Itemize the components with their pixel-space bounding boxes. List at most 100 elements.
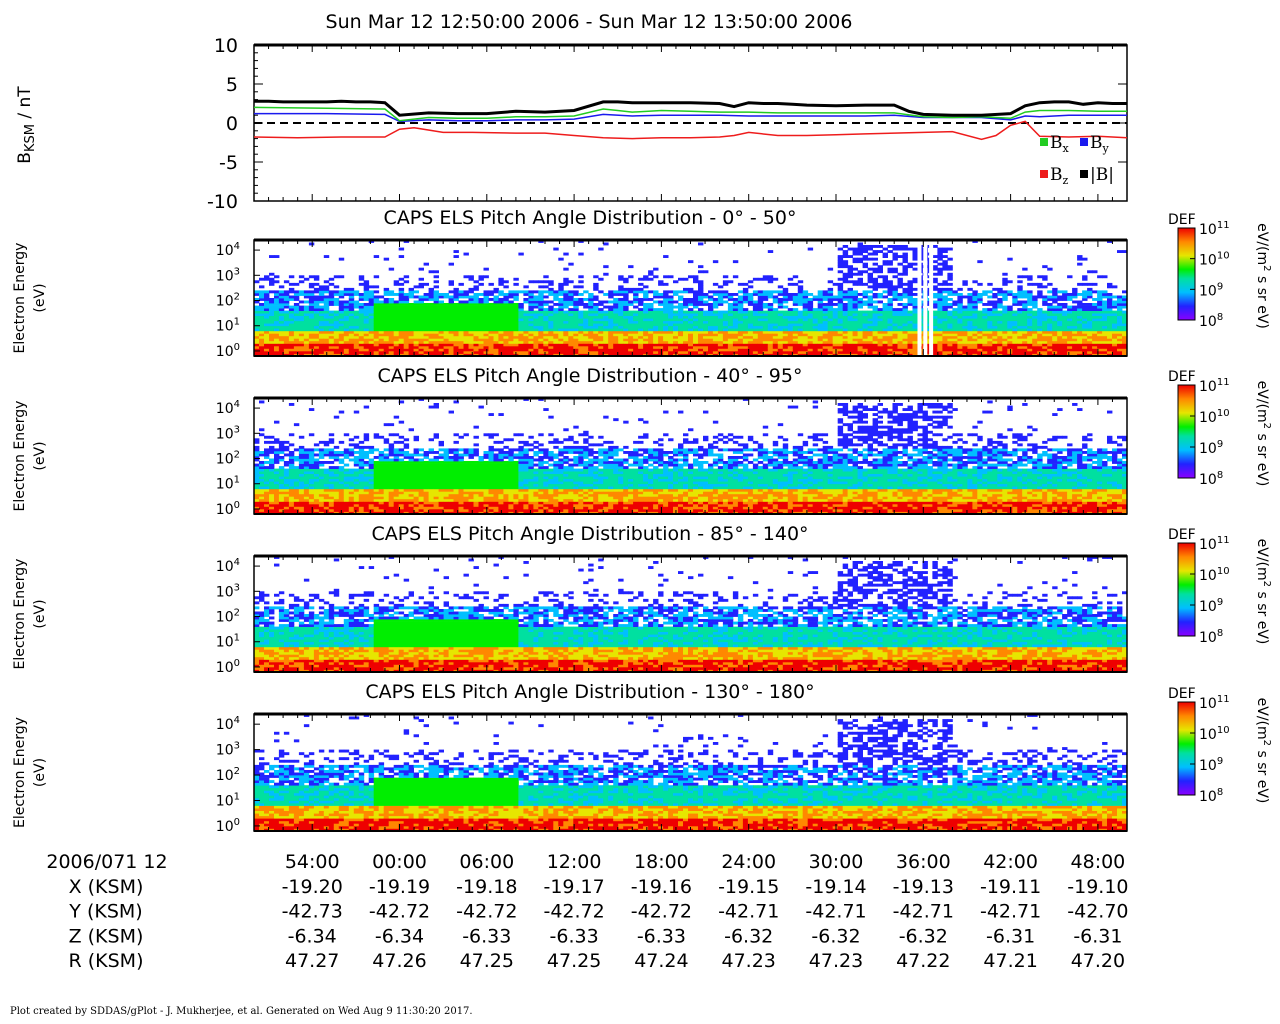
heatmap-cell xyxy=(1027,313,1033,316)
heatmap-cell xyxy=(757,343,764,347)
heatmap-cell xyxy=(593,298,599,301)
heatmap-cell xyxy=(1017,280,1023,284)
heatmap-cell xyxy=(762,277,769,281)
heatmap-cell xyxy=(1007,313,1013,316)
heatmap-cell xyxy=(892,338,898,342)
heatmap-cell xyxy=(403,318,410,322)
heatmap-cell xyxy=(698,287,704,291)
heatmap-cell xyxy=(653,267,659,271)
heatmap-cell xyxy=(752,330,759,334)
heatmap-cell xyxy=(967,335,973,339)
heatmap-cell xyxy=(892,275,898,279)
heatmap-cell xyxy=(673,293,679,296)
heatmap-cell xyxy=(742,320,749,324)
heatmap-cell xyxy=(493,290,499,294)
heatmap-cell xyxy=(513,325,519,329)
heatmap-cell xyxy=(832,353,839,357)
heatmap-cell xyxy=(1002,325,1008,329)
heatmap-cell xyxy=(727,305,734,309)
heatmap-cell xyxy=(982,345,988,349)
heatmap-cell xyxy=(298,338,305,342)
heatmap-cell xyxy=(533,315,539,319)
heatmap-cell xyxy=(593,335,599,339)
heatmap-cell xyxy=(932,293,938,296)
heatmap-cell xyxy=(812,313,819,316)
heatmap-cell xyxy=(578,328,584,332)
heatmap-cell xyxy=(588,330,594,334)
heatmap-cell xyxy=(862,293,868,296)
legend-swatch-bz xyxy=(1040,170,1048,178)
heatmap-cell xyxy=(363,330,370,334)
heatmap-cell xyxy=(1027,345,1033,349)
heatmap-cell xyxy=(254,330,260,334)
heatmap-cell xyxy=(1062,303,1068,306)
heatmap-cell xyxy=(957,351,963,354)
heatmap-cell xyxy=(323,290,330,294)
heatmap-cell xyxy=(1007,280,1013,284)
heatmap-cell xyxy=(383,338,390,342)
heatmap-cell xyxy=(318,320,325,324)
heatmap-cell xyxy=(438,353,444,357)
heatmap-cell xyxy=(703,351,709,354)
heatmap-cell xyxy=(628,313,634,316)
heatmap-cell xyxy=(1087,345,1093,349)
heatmap-cell xyxy=(438,320,444,324)
heatmap-cell xyxy=(673,323,679,327)
heatmap-cell xyxy=(1017,300,1023,304)
heatmap-cell xyxy=(259,351,265,354)
heatmap-cell xyxy=(1072,318,1078,322)
heatmap-cell xyxy=(822,318,829,322)
heatmap-cell xyxy=(1047,351,1053,354)
heatmap-cell xyxy=(563,303,569,306)
heatmap-cell xyxy=(1107,338,1113,342)
heatmap-cell xyxy=(847,287,853,291)
heatmap-cell xyxy=(468,330,474,334)
heatmap-cell xyxy=(348,353,355,357)
heatmap-cell xyxy=(628,315,634,319)
heatmap-cell xyxy=(987,290,993,294)
heatmap-cell xyxy=(538,333,544,337)
heatmap-cell xyxy=(708,325,714,329)
heatmap-cell xyxy=(483,303,489,306)
heatmap-cell xyxy=(508,320,514,324)
heatmap-cell xyxy=(1027,333,1033,337)
heatmap-cell xyxy=(1072,287,1078,291)
heatmap-cell xyxy=(553,323,559,327)
heatmap-cell xyxy=(508,353,514,357)
heatmap-cell xyxy=(298,343,305,347)
heatmap-cell xyxy=(568,303,574,306)
heatmap-cell xyxy=(563,328,569,332)
heatmap-cell xyxy=(852,320,858,324)
heatmap-cell xyxy=(947,340,953,344)
heatmap-cell xyxy=(348,318,355,322)
heatmap-cell xyxy=(568,328,574,332)
heatmap-cell xyxy=(727,333,734,337)
heatmap-cell xyxy=(443,295,449,299)
heatmap-cell xyxy=(533,295,539,299)
heatmap-cell xyxy=(712,310,719,314)
heatmap-cell xyxy=(1112,338,1118,342)
heatmap-cell xyxy=(847,345,853,349)
heatmap-cell xyxy=(1112,318,1118,322)
heatmap-cell xyxy=(777,338,784,342)
heatmap-cell xyxy=(703,320,709,324)
heatmap-cell xyxy=(732,308,739,311)
heatmap-cell xyxy=(1032,345,1038,349)
heatmap-cell xyxy=(503,333,509,337)
heatmap-cell xyxy=(817,318,824,322)
heatmap-cell xyxy=(463,308,469,311)
heatmap-cell xyxy=(772,328,779,332)
heatmap-cell xyxy=(438,308,444,311)
heatmap-cell xyxy=(937,333,943,337)
legend-label-bx: Bx xyxy=(1050,133,1070,155)
heatmap-cell xyxy=(483,348,489,352)
heatmap-cell xyxy=(683,328,689,332)
mag-ytick-label: -10 xyxy=(207,191,238,213)
heatmap-cell xyxy=(822,315,829,319)
heatmap-cell xyxy=(987,333,993,337)
heatmap-cell xyxy=(857,348,863,352)
heatmap-cell xyxy=(653,320,659,324)
heatmap-cell xyxy=(698,338,704,342)
heatmap-cell xyxy=(887,335,893,339)
heatmap-cell xyxy=(1052,343,1058,347)
